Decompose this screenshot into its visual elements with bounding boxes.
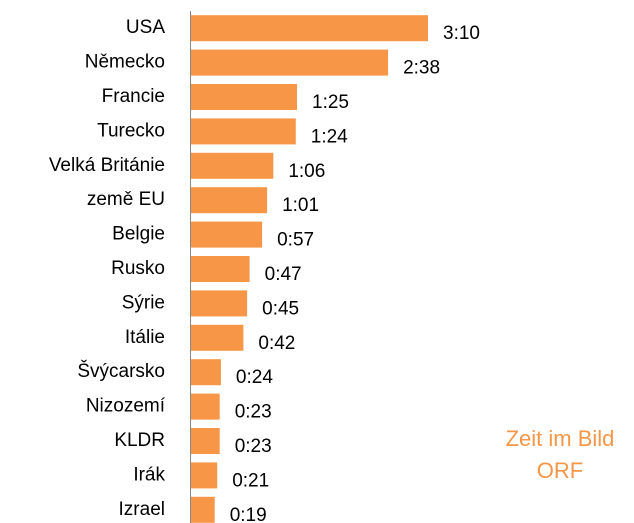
category-label: USA: [126, 17, 165, 38]
bar: [191, 290, 248, 317]
value-label: 1:06: [288, 161, 325, 182]
category-label: Belgie: [112, 224, 165, 245]
bar: [191, 428, 220, 454]
bar: [191, 324, 244, 351]
category-label: Nizozemí: [86, 396, 166, 417]
category-label: Švýcarsko: [77, 360, 165, 382]
value-label: 1:01: [282, 195, 319, 216]
value-label: 0:42: [258, 333, 295, 354]
value-label: 0:45: [262, 298, 299, 319]
category-label: KLDR: [114, 430, 165, 451]
value-label: 0:57: [277, 230, 314, 251]
bar: [191, 49, 389, 76]
bar: [191, 15, 428, 42]
bar: [191, 84, 298, 110]
category-label: Velká Británie: [49, 155, 165, 176]
value-label: 0:24: [236, 367, 273, 388]
value-label: 0:21: [232, 470, 269, 491]
value-label: 0:23: [235, 436, 272, 457]
category-label: Turecko: [97, 120, 165, 141]
value-label: 1:25: [312, 92, 349, 113]
annotation: ORF: [537, 458, 583, 483]
value-label: 0:47: [265, 264, 302, 285]
category-label: Rusko: [111, 258, 165, 279]
category-label: země EU: [87, 189, 165, 210]
category-label: Francie: [102, 86, 165, 107]
annotation: Zeit im Bild: [506, 426, 615, 451]
bar: [191, 496, 215, 523]
bar: [191, 256, 250, 282]
bar: [191, 462, 218, 489]
value-label: 0:23: [235, 402, 272, 423]
category-label: Sýrie: [122, 292, 165, 313]
bar: [191, 152, 274, 179]
category-label: Německo: [85, 52, 165, 73]
value-label: 0:19: [230, 505, 267, 523]
bar: [191, 359, 221, 386]
value-label: 2:38: [403, 58, 440, 79]
category-label: Irák: [133, 464, 165, 485]
category-label: Izrael: [119, 499, 165, 520]
bar: [191, 118, 296, 145]
category-label: Itálie: [125, 327, 165, 348]
bar: [191, 187, 268, 214]
value-label: 3:10: [443, 23, 480, 44]
bar: [191, 393, 220, 420]
value-label: 1:24: [311, 126, 348, 147]
bar: [191, 221, 263, 248]
